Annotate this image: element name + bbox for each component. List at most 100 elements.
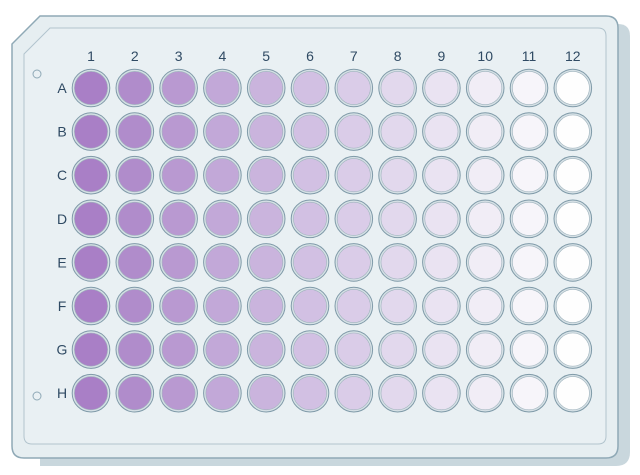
- well-A4[interactable]: [203, 68, 242, 108]
- well-D5[interactable]: [246, 199, 286, 239]
- well-B5[interactable]: [246, 112, 286, 151]
- well-liquid: [205, 158, 240, 193]
- well-D7[interactable]: [334, 199, 374, 239]
- well-G12[interactable]: [553, 330, 593, 369]
- well-C1[interactable]: [71, 155, 111, 195]
- well-A10[interactable]: [465, 68, 505, 108]
- well-A7[interactable]: [334, 68, 374, 108]
- well-C2[interactable]: [115, 155, 155, 195]
- well-H4[interactable]: [203, 373, 242, 413]
- well-C7[interactable]: [334, 155, 374, 195]
- well-D6[interactable]: [290, 199, 330, 239]
- well-G3[interactable]: [159, 330, 198, 369]
- well-liquid: [512, 289, 546, 323]
- well-D3[interactable]: [159, 199, 198, 239]
- well-liquid: [293, 201, 327, 236]
- well-A5[interactable]: [246, 68, 286, 108]
- well-E7[interactable]: [334, 243, 374, 282]
- well-B10[interactable]: [465, 112, 505, 151]
- well-E4[interactable]: [203, 243, 242, 282]
- well-G2[interactable]: [115, 330, 155, 369]
- well-A6[interactable]: [290, 68, 330, 108]
- well-C8[interactable]: [378, 155, 417, 195]
- well-G1[interactable]: [71, 330, 111, 369]
- well-B2[interactable]: [115, 112, 155, 151]
- well-E2[interactable]: [115, 243, 155, 282]
- well-A11[interactable]: [509, 68, 549, 108]
- well-G4[interactable]: [203, 330, 242, 369]
- well-B4[interactable]: [203, 112, 242, 151]
- well-F3[interactable]: [159, 286, 198, 326]
- well-B1[interactable]: [71, 112, 111, 151]
- well-C12[interactable]: [553, 155, 593, 195]
- well-D9[interactable]: [422, 199, 461, 239]
- well-E11[interactable]: [509, 243, 549, 282]
- well-G5[interactable]: [246, 330, 286, 369]
- well-H10[interactable]: [465, 373, 505, 413]
- well-E8[interactable]: [378, 243, 417, 282]
- well-F12[interactable]: [553, 286, 593, 326]
- well-F11[interactable]: [509, 286, 549, 326]
- well-G6[interactable]: [290, 330, 330, 369]
- well-D8[interactable]: [378, 199, 417, 239]
- well-H7[interactable]: [334, 373, 374, 413]
- well-H12[interactable]: [553, 373, 593, 413]
- well-A12[interactable]: [553, 68, 593, 108]
- well-F8[interactable]: [378, 286, 417, 326]
- well-B6[interactable]: [290, 112, 330, 151]
- well-C4[interactable]: [203, 155, 242, 195]
- well-B12[interactable]: [553, 112, 593, 151]
- well-F5[interactable]: [246, 286, 286, 326]
- well-B9[interactable]: [422, 112, 461, 151]
- well-F2[interactable]: [115, 286, 155, 326]
- well-E1[interactable]: [71, 243, 111, 282]
- well-E5[interactable]: [246, 243, 286, 282]
- well-E10[interactable]: [465, 243, 505, 282]
- well-F7[interactable]: [334, 286, 374, 326]
- well-E12[interactable]: [553, 243, 593, 282]
- well-F10[interactable]: [465, 286, 505, 326]
- well-A2[interactable]: [115, 68, 155, 108]
- well-C3[interactable]: [159, 155, 198, 195]
- well-A9[interactable]: [422, 68, 461, 108]
- well-B8[interactable]: [378, 112, 417, 151]
- well-H9[interactable]: [422, 373, 461, 413]
- well-D4[interactable]: [203, 199, 242, 239]
- well-C6[interactable]: [290, 155, 330, 195]
- well-C5[interactable]: [246, 155, 286, 195]
- well-H3[interactable]: [159, 373, 198, 413]
- well-B3[interactable]: [159, 112, 198, 151]
- well-H5[interactable]: [246, 373, 286, 413]
- well-G11[interactable]: [509, 330, 549, 369]
- well-F4[interactable]: [203, 286, 242, 326]
- well-D1[interactable]: [71, 199, 111, 239]
- well-liquid: [555, 332, 590, 367]
- well-F6[interactable]: [290, 286, 330, 326]
- well-G10[interactable]: [465, 330, 505, 369]
- well-C11[interactable]: [509, 155, 549, 195]
- well-H8[interactable]: [378, 373, 417, 413]
- well-D12[interactable]: [553, 199, 593, 239]
- well-E6[interactable]: [290, 243, 330, 282]
- well-G9[interactable]: [422, 330, 461, 369]
- well-A8[interactable]: [378, 68, 417, 108]
- well-E9[interactable]: [422, 243, 461, 282]
- well-H11[interactable]: [509, 373, 549, 413]
- well-F1[interactable]: [71, 286, 111, 326]
- well-E3[interactable]: [159, 243, 198, 282]
- well-D11[interactable]: [509, 199, 549, 239]
- well-A1[interactable]: [71, 68, 111, 108]
- well-H6[interactable]: [290, 373, 330, 413]
- well-H2[interactable]: [115, 373, 155, 413]
- well-G7[interactable]: [334, 330, 374, 369]
- well-B11[interactable]: [509, 112, 549, 151]
- well-A3[interactable]: [159, 68, 198, 108]
- well-B7[interactable]: [334, 112, 374, 151]
- well-H1[interactable]: [71, 373, 111, 413]
- well-F9[interactable]: [422, 286, 461, 326]
- well-D2[interactable]: [115, 199, 155, 239]
- well-D10[interactable]: [465, 199, 505, 239]
- well-C9[interactable]: [422, 155, 461, 195]
- well-C10[interactable]: [465, 155, 505, 195]
- well-G8[interactable]: [378, 330, 417, 369]
